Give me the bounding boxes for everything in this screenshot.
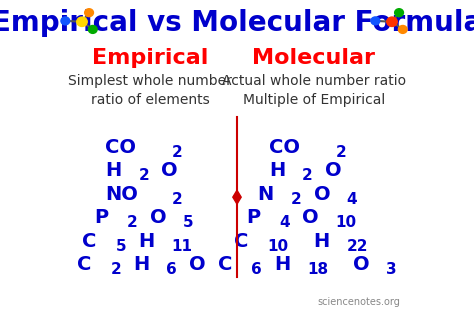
Text: C: C (77, 255, 91, 274)
Text: O: O (353, 255, 370, 274)
Text: H: H (138, 232, 155, 251)
Text: Empirical vs Molecular Formula: Empirical vs Molecular Formula (0, 9, 474, 37)
Text: sciencenotes.org: sciencenotes.org (318, 297, 401, 307)
Text: 2: 2 (138, 168, 149, 183)
Text: O: O (162, 161, 178, 180)
Text: H: H (133, 255, 150, 274)
Circle shape (77, 17, 87, 27)
Circle shape (88, 26, 97, 33)
Circle shape (61, 17, 70, 25)
Text: N: N (257, 185, 273, 204)
Text: P: P (94, 208, 108, 227)
Text: P: P (246, 208, 260, 227)
Circle shape (398, 26, 407, 33)
Circle shape (395, 9, 403, 17)
Text: 2: 2 (110, 262, 121, 277)
Text: 2: 2 (172, 144, 182, 160)
Text: O: O (302, 208, 319, 227)
Text: C: C (235, 232, 249, 251)
Text: Empirical: Empirical (92, 48, 208, 68)
Text: C: C (218, 255, 232, 274)
Circle shape (387, 17, 397, 27)
Text: O: O (325, 161, 342, 180)
Text: 2: 2 (335, 144, 346, 160)
Text: 5: 5 (183, 215, 194, 230)
Text: 11: 11 (172, 239, 192, 253)
Text: 4: 4 (347, 191, 357, 207)
Text: 4: 4 (279, 215, 290, 230)
Text: 22: 22 (347, 239, 368, 253)
Text: O: O (190, 255, 206, 274)
Text: C: C (82, 232, 97, 251)
Text: Actual whole number ratio
Multiple of Empirical: Actual whole number ratio Multiple of Em… (221, 74, 406, 107)
Text: 2: 2 (172, 191, 182, 207)
Circle shape (371, 17, 380, 25)
Text: 18: 18 (307, 262, 328, 277)
Text: H: H (314, 232, 330, 251)
Circle shape (85, 9, 93, 17)
Text: NO: NO (105, 185, 138, 204)
Text: 2: 2 (127, 215, 137, 230)
Text: H: H (274, 255, 290, 274)
Text: CO: CO (269, 137, 300, 156)
Text: H: H (269, 161, 285, 180)
Text: CO: CO (105, 137, 136, 156)
Text: 2: 2 (302, 168, 313, 183)
Text: 10: 10 (335, 215, 356, 230)
Text: H: H (105, 161, 121, 180)
Text: 10: 10 (268, 239, 289, 253)
Text: 2: 2 (291, 191, 301, 207)
Text: 6: 6 (166, 262, 177, 277)
Text: O: O (150, 208, 166, 227)
Text: Simplest whole number
ratio of elements: Simplest whole number ratio of elements (68, 74, 232, 107)
Polygon shape (233, 190, 241, 204)
Text: Molecular: Molecular (252, 48, 375, 68)
Text: 5: 5 (116, 239, 126, 253)
Text: 6: 6 (251, 262, 262, 277)
Text: O: O (314, 185, 330, 204)
Text: 3: 3 (386, 262, 397, 277)
